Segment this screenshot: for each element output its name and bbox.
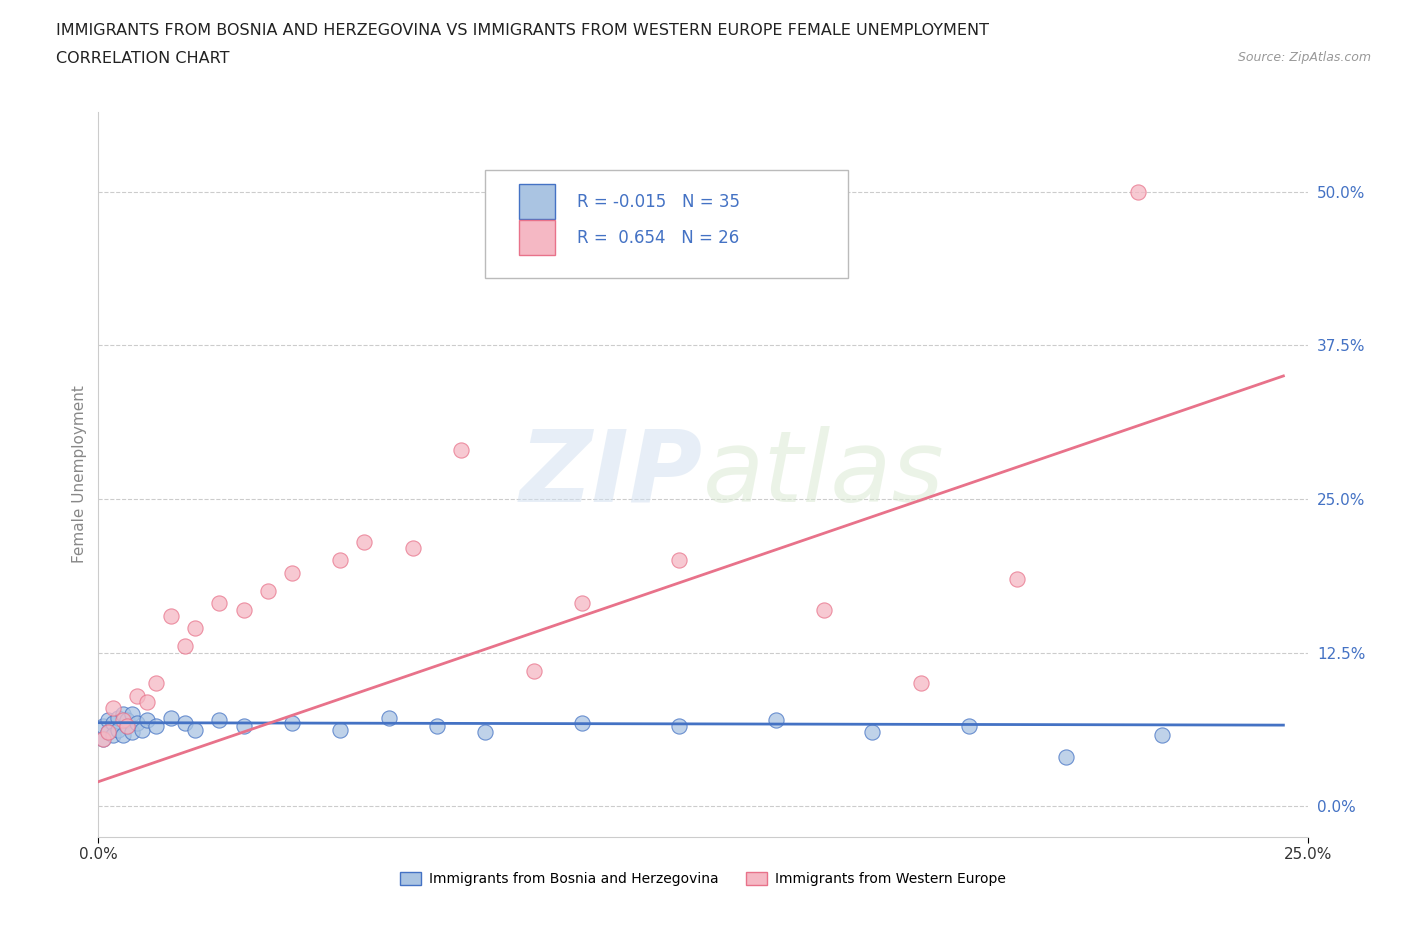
Text: atlas: atlas [703,426,945,523]
Point [765,712,787,727]
Point [184,620,207,635]
Point [668,553,690,568]
Point [91,731,114,746]
Point [571,715,593,730]
Point [474,725,496,740]
FancyBboxPatch shape [519,184,555,219]
Point [353,535,375,550]
Y-axis label: Female Unemployment: Female Unemployment [72,385,87,564]
Point [329,553,352,568]
Point [111,727,134,742]
Point [160,608,183,623]
Point [426,719,449,734]
Point [402,540,425,555]
Point [145,676,167,691]
Point [232,719,254,734]
Point [377,711,399,725]
Point [97,712,120,727]
Point [117,712,139,727]
Point [281,565,304,580]
Text: ZIP: ZIP [520,426,703,523]
Point [208,596,231,611]
Point [111,712,134,727]
Point [160,711,183,725]
Legend: Immigrants from Bosnia and Herzegovina, Immigrants from Western Europe: Immigrants from Bosnia and Herzegovina, … [394,867,1012,892]
Point [127,715,149,730]
Point [117,719,139,734]
Point [1007,571,1029,586]
Point [208,712,231,727]
Point [97,725,120,740]
Point [121,707,143,722]
Point [1152,727,1174,742]
Point [256,584,278,599]
Point [101,727,124,742]
Point [450,443,472,458]
FancyBboxPatch shape [485,169,848,278]
Point [97,725,120,740]
Point [107,723,129,737]
Point [131,723,153,737]
Point [135,712,157,727]
Point [184,723,207,737]
Point [813,602,835,617]
Point [135,695,157,710]
Text: CORRELATION CHART: CORRELATION CHART [56,51,229,66]
Point [107,711,129,725]
Text: R = -0.015   N = 35: R = -0.015 N = 35 [578,193,740,210]
Point [174,715,197,730]
Text: IMMIGRANTS FROM BOSNIA AND HERZEGOVINA VS IMMIGRANTS FROM WESTERN EUROPE FEMALE : IMMIGRANTS FROM BOSNIA AND HERZEGOVINA V… [56,23,990,38]
Text: Source: ZipAtlas.com: Source: ZipAtlas.com [1237,51,1371,64]
Point [1128,184,1150,199]
Point [523,664,546,679]
Point [957,719,980,734]
Point [145,719,167,734]
Point [121,725,143,740]
Point [174,639,197,654]
Point [127,688,149,703]
Point [860,725,883,740]
Point [91,731,114,746]
Point [910,676,932,691]
Point [91,719,114,734]
Point [668,719,690,734]
Point [232,602,254,617]
Point [281,715,304,730]
Point [101,715,124,730]
Point [117,719,139,734]
FancyBboxPatch shape [519,220,555,255]
Point [571,596,593,611]
Point [1054,750,1077,764]
Point [101,700,124,715]
Point [329,723,352,737]
Text: R =  0.654   N = 26: R = 0.654 N = 26 [578,229,740,246]
Point [111,707,134,722]
